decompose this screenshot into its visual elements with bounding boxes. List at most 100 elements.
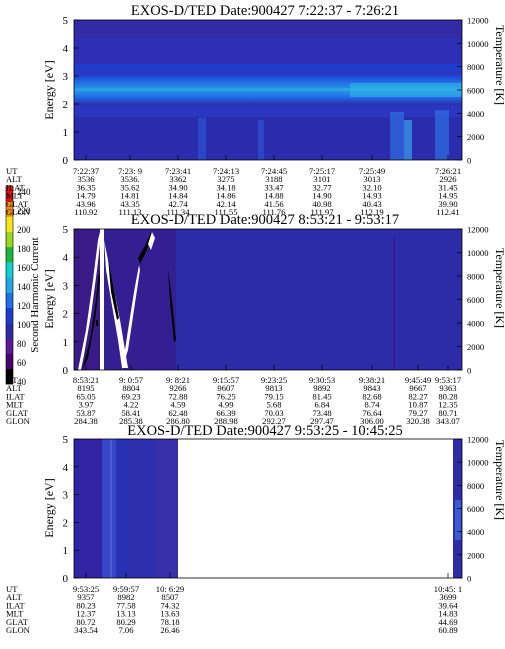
table-cell: 53.87 bbox=[76, 408, 96, 418]
table-cell: 41.56 bbox=[264, 199, 284, 209]
y2-tick-label: 0 bbox=[467, 574, 471, 584]
table-cell: 7:25:17 bbox=[309, 166, 336, 176]
table-cell: 10:45: 1 bbox=[434, 584, 462, 594]
y-tick-label: 5 bbox=[63, 224, 69, 236]
table-cell: 80.29 bbox=[116, 617, 135, 627]
panel-2-ylabel: Energy [eV] bbox=[42, 269, 56, 328]
table-row-label: MLT bbox=[6, 609, 24, 619]
table-cell: 76.25 bbox=[216, 391, 235, 401]
table-cell: 7:24:13 bbox=[213, 166, 239, 176]
table-cell: 69.23 bbox=[121, 391, 140, 401]
y-tick-label: 3 bbox=[63, 71, 69, 83]
table-cell: 7:23: 9 bbox=[118, 166, 142, 176]
y-tick-label: 3 bbox=[63, 280, 69, 292]
y-tick-label: 2 bbox=[63, 99, 69, 111]
y-tick-label: 0 bbox=[63, 155, 69, 167]
colorbar-tick-label: 60 bbox=[17, 358, 27, 368]
colorbar-tick-label: 120 bbox=[17, 301, 31, 311]
y-tick-label: 5 bbox=[63, 15, 69, 27]
table-cell: 4.99 bbox=[218, 400, 233, 410]
colorbar-tick-label: 200 bbox=[17, 225, 31, 235]
table-cell: 110.92 bbox=[74, 207, 97, 217]
table-cell: 8.74 bbox=[364, 400, 380, 410]
table-cell: 9843 bbox=[363, 383, 380, 393]
y2-tick-label: 4000 bbox=[467, 109, 484, 119]
table-cell: 292.27 bbox=[262, 416, 286, 426]
panel-1: EXOS-D/TED Date:900427 7:22:37 - 7:26:21… bbox=[6, 3, 505, 217]
table-row-label: ILAT bbox=[6, 600, 25, 610]
panel-2-heatmap bbox=[74, 229, 462, 370]
y-tick-label: 1 bbox=[63, 545, 69, 557]
y2-tick-label: 6000 bbox=[467, 295, 484, 305]
table-cell: 39.64 bbox=[438, 600, 458, 610]
panel-2: EXOS-D/TED Date:900427 8:53:21 - 9:53:17… bbox=[6, 212, 505, 426]
table-cell: 9:15:57 bbox=[213, 375, 240, 385]
panel-3-yticks: 0 1 2 3 4 5 bbox=[63, 434, 79, 585]
table-cell: 74.32 bbox=[160, 600, 179, 610]
y-tick-label: 2 bbox=[63, 309, 69, 321]
colorbar-tick-label: 80 bbox=[17, 339, 27, 349]
table-cell: 297.47 bbox=[310, 416, 334, 426]
table-cell: 9892 bbox=[313, 383, 330, 393]
colorbar-swatch bbox=[6, 246, 13, 263]
table-cell: 43.96 bbox=[76, 199, 96, 209]
table-cell: 13.13 bbox=[116, 609, 135, 619]
table-cell: 6.84 bbox=[314, 400, 330, 410]
table-cell: 14.84 bbox=[168, 191, 188, 201]
y2-tick-label: 8000 bbox=[467, 481, 484, 491]
table-cell: 7:24:45 bbox=[261, 166, 287, 176]
table-cell: 79.27 bbox=[408, 408, 428, 418]
table-cell: 14.93 bbox=[362, 191, 381, 201]
table-cell: 42.74 bbox=[168, 199, 188, 209]
panel-1-heatmap bbox=[74, 20, 462, 160]
y2-tick-label: 12000 bbox=[467, 435, 488, 445]
colorbar-swatch bbox=[6, 353, 13, 369]
panel-1-ylabel-right: Temperature [K] bbox=[493, 25, 505, 105]
table-cell: 78.18 bbox=[160, 617, 179, 627]
table-cell: 111.34 bbox=[167, 207, 191, 217]
table-cell: 285.38 bbox=[119, 416, 143, 426]
table-cell: 7:23:41 bbox=[165, 166, 191, 176]
panel-2-ylabel-right: Temperature [K] bbox=[493, 248, 505, 328]
table-cell: 42.14 bbox=[216, 199, 236, 209]
table-row-label: ALT bbox=[6, 592, 23, 602]
table-cell: 9266 bbox=[169, 383, 187, 393]
y2-tick-label: 12000 bbox=[467, 225, 488, 235]
panel-3-y2ticks: 0 2000 4000 6000 8000 10000 12000 bbox=[457, 435, 488, 584]
table-cell: 10.87 bbox=[408, 400, 428, 410]
table-cell: 81.45 bbox=[312, 391, 331, 401]
table-cell: 12.35 bbox=[438, 400, 457, 410]
table-cell: 32.77 bbox=[312, 182, 332, 192]
table-row-label: MLT bbox=[6, 400, 24, 410]
table-cell: 80.71 bbox=[438, 408, 457, 418]
table-cell: 14.79 bbox=[76, 191, 95, 201]
table-cell: 13.63 bbox=[160, 609, 179, 619]
table-cell: 40.43 bbox=[362, 199, 381, 209]
table-cell: 40.98 bbox=[312, 199, 331, 209]
colorbar-swatch bbox=[6, 186, 13, 202]
table-cell: 3699 bbox=[439, 592, 456, 602]
table-cell: 286.80 bbox=[166, 416, 190, 426]
table-cell: 80.28 bbox=[438, 391, 457, 401]
table-cell: 7:22:37 bbox=[73, 166, 100, 176]
table-cell: 3013 bbox=[363, 174, 380, 184]
table-cell: 26.46 bbox=[160, 625, 180, 635]
y-tick-label: 5 bbox=[63, 434, 69, 446]
panel-1-yticks: 0 1 2 3 4 5 bbox=[63, 15, 79, 167]
y2-tick-label: 6000 bbox=[467, 504, 484, 514]
table-cell: 14.90 bbox=[312, 191, 331, 201]
table-cell: 7.06 bbox=[118, 625, 134, 635]
table-row-label: ALT bbox=[6, 383, 23, 393]
y2-tick-label: 12000 bbox=[467, 16, 488, 26]
table-cell: 111.76 bbox=[263, 207, 287, 217]
table-row-label: ILAT bbox=[6, 391, 25, 401]
table-cell: 9:53:17 bbox=[435, 375, 462, 385]
table-cell: 35.62 bbox=[120, 182, 139, 192]
colorbar-swatch bbox=[6, 201, 13, 217]
panel-1-ylabel: Energy [eV] bbox=[42, 60, 56, 119]
y-tick-label: 4 bbox=[63, 252, 69, 264]
table-cell: 4.59 bbox=[170, 400, 185, 410]
